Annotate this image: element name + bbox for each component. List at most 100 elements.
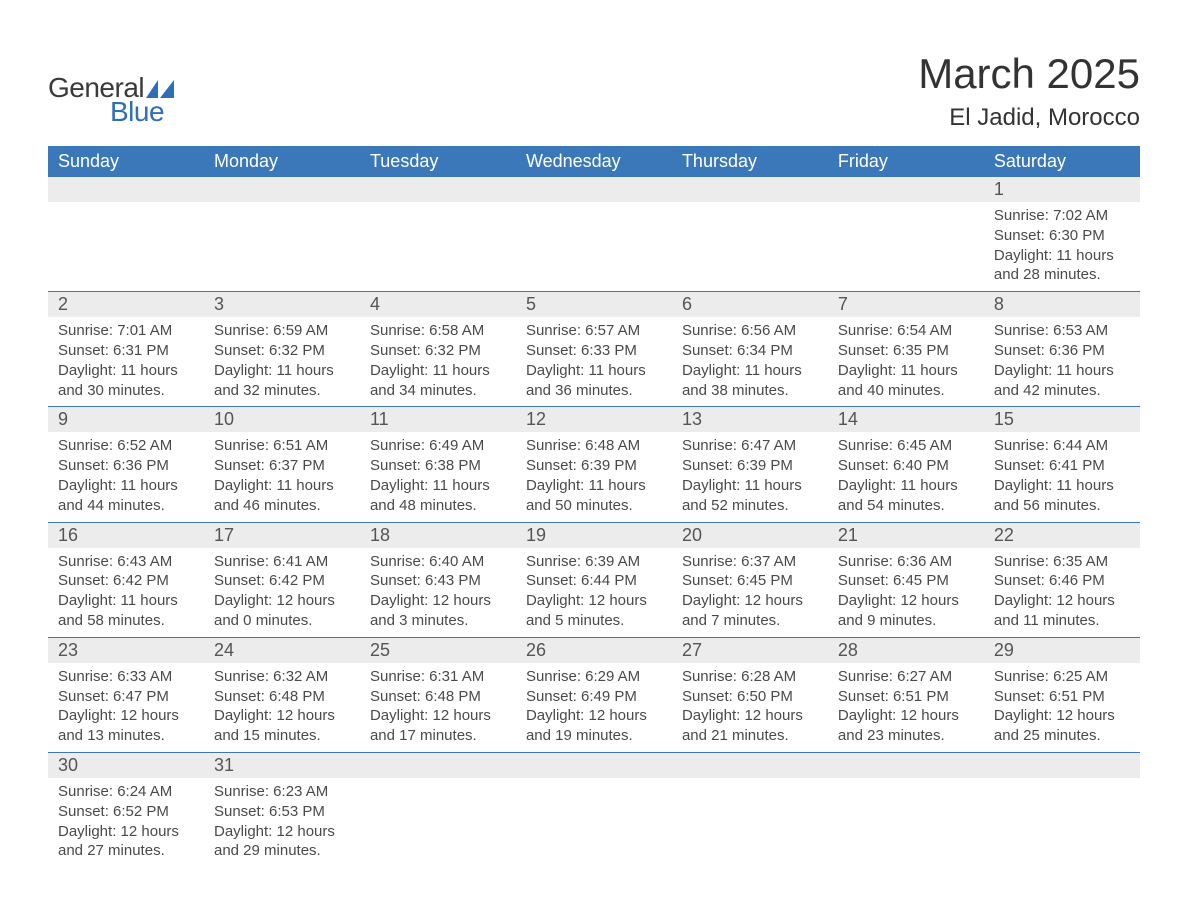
logo: General Blue <box>48 72 174 128</box>
calendar-cell: 10Sunrise: 6:51 AMSunset: 6:37 PMDayligh… <box>204 407 360 522</box>
calendar-cell: 21Sunrise: 6:36 AMSunset: 6:45 PMDayligh… <box>828 522 984 637</box>
day-number: 20 <box>672 523 828 548</box>
day-details: Sunrise: 6:25 AMSunset: 6:51 PMDaylight:… <box>984 663 1140 752</box>
daylight-text: Daylight: 12 hours and 19 minutes. <box>526 706 662 746</box>
sunrise-text: Sunrise: 6:58 AM <box>370 321 506 341</box>
calendar-cell: 23Sunrise: 6:33 AMSunset: 6:47 PMDayligh… <box>48 637 204 752</box>
day-details: Sunrise: 7:01 AMSunset: 6:31 PMDaylight:… <box>48 317 204 406</box>
day-details: Sunrise: 6:39 AMSunset: 6:44 PMDaylight:… <box>516 548 672 637</box>
day-number: 9 <box>48 407 204 432</box>
day-number: 22 <box>984 523 1140 548</box>
sunset-text: Sunset: 6:51 PM <box>994 687 1130 707</box>
sunrise-text: Sunrise: 6:40 AM <box>370 552 506 572</box>
sunset-text: Sunset: 6:41 PM <box>994 456 1130 476</box>
day-details: Sunrise: 6:27 AMSunset: 6:51 PMDaylight:… <box>828 663 984 752</box>
day-details: Sunrise: 6:29 AMSunset: 6:49 PMDaylight:… <box>516 663 672 752</box>
day-number: 12 <box>516 407 672 432</box>
sunrise-text: Sunrise: 7:01 AM <box>58 321 194 341</box>
daylight-text: Daylight: 12 hours and 15 minutes. <box>214 706 350 746</box>
daylight-text: Daylight: 12 hours and 9 minutes. <box>838 591 974 631</box>
calendar-cell: 17Sunrise: 6:41 AMSunset: 6:42 PMDayligh… <box>204 522 360 637</box>
sunset-text: Sunset: 6:51 PM <box>838 687 974 707</box>
day-number <box>360 753 516 778</box>
calendar-cell: 8Sunrise: 6:53 AMSunset: 6:36 PMDaylight… <box>984 292 1140 407</box>
calendar-table: Sunday Monday Tuesday Wednesday Thursday… <box>48 146 1140 867</box>
sunset-text: Sunset: 6:53 PM <box>214 802 350 822</box>
weekday-header: Saturday <box>984 146 1140 177</box>
sunrise-text: Sunrise: 6:56 AM <box>682 321 818 341</box>
day-number: 28 <box>828 638 984 663</box>
daylight-text: Daylight: 11 hours and 58 minutes. <box>58 591 194 631</box>
day-details: Sunrise: 6:48 AMSunset: 6:39 PMDaylight:… <box>516 432 672 521</box>
sunset-text: Sunset: 6:45 PM <box>682 571 818 591</box>
calendar-week-row: 2Sunrise: 7:01 AMSunset: 6:31 PMDaylight… <box>48 292 1140 407</box>
day-number: 26 <box>516 638 672 663</box>
day-number: 2 <box>48 292 204 317</box>
day-details: Sunrise: 6:24 AMSunset: 6:52 PMDaylight:… <box>48 778 204 867</box>
day-details: Sunrise: 6:56 AMSunset: 6:34 PMDaylight:… <box>672 317 828 406</box>
sunrise-text: Sunrise: 6:59 AM <box>214 321 350 341</box>
sunset-text: Sunset: 6:42 PM <box>58 571 194 591</box>
daylight-text: Daylight: 11 hours and 38 minutes. <box>682 361 818 401</box>
day-number: 30 <box>48 753 204 778</box>
calendar-cell: 7Sunrise: 6:54 AMSunset: 6:35 PMDaylight… <box>828 292 984 407</box>
day-details: Sunrise: 6:49 AMSunset: 6:38 PMDaylight:… <box>360 432 516 521</box>
daylight-text: Daylight: 12 hours and 3 minutes. <box>370 591 506 631</box>
sunrise-text: Sunrise: 6:49 AM <box>370 436 506 456</box>
day-number: 6 <box>672 292 828 317</box>
calendar-cell: 22Sunrise: 6:35 AMSunset: 6:46 PMDayligh… <box>984 522 1140 637</box>
day-details: Sunrise: 6:36 AMSunset: 6:45 PMDaylight:… <box>828 548 984 637</box>
daylight-text: Daylight: 12 hours and 21 minutes. <box>682 706 818 746</box>
day-details: Sunrise: 6:57 AMSunset: 6:33 PMDaylight:… <box>516 317 672 406</box>
sunset-text: Sunset: 6:34 PM <box>682 341 818 361</box>
weekday-header: Friday <box>828 146 984 177</box>
calendar-cell: 16Sunrise: 6:43 AMSunset: 6:42 PMDayligh… <box>48 522 204 637</box>
daylight-text: Daylight: 11 hours and 40 minutes. <box>838 361 974 401</box>
day-number: 10 <box>204 407 360 432</box>
sunset-text: Sunset: 6:33 PM <box>526 341 662 361</box>
day-number <box>48 177 204 202</box>
sunrise-text: Sunrise: 6:39 AM <box>526 552 662 572</box>
weekday-header: Tuesday <box>360 146 516 177</box>
day-details: Sunrise: 6:31 AMSunset: 6:48 PMDaylight:… <box>360 663 516 752</box>
sunrise-text: Sunrise: 6:25 AM <box>994 667 1130 687</box>
sunrise-text: Sunrise: 6:29 AM <box>526 667 662 687</box>
sunrise-text: Sunrise: 6:27 AM <box>838 667 974 687</box>
day-number: 8 <box>984 292 1140 317</box>
daylight-text: Daylight: 11 hours and 36 minutes. <box>526 361 662 401</box>
calendar-cell: 9Sunrise: 6:52 AMSunset: 6:36 PMDaylight… <box>48 407 204 522</box>
calendar-cell: 14Sunrise: 6:45 AMSunset: 6:40 PMDayligh… <box>828 407 984 522</box>
day-number: 15 <box>984 407 1140 432</box>
weekday-header-row: Sunday Monday Tuesday Wednesday Thursday… <box>48 146 1140 177</box>
sunset-text: Sunset: 6:49 PM <box>526 687 662 707</box>
sunrise-text: Sunrise: 7:02 AM <box>994 206 1130 226</box>
day-number <box>516 177 672 202</box>
sunrise-text: Sunrise: 6:32 AM <box>214 667 350 687</box>
daylight-text: Daylight: 12 hours and 27 minutes. <box>58 822 194 862</box>
day-number <box>828 753 984 778</box>
daylight-text: Daylight: 12 hours and 29 minutes. <box>214 822 350 862</box>
calendar-cell <box>828 177 984 292</box>
header: General Blue March 2025 El Jadid, Morocc… <box>48 40 1140 132</box>
sunset-text: Sunset: 6:45 PM <box>838 571 974 591</box>
sunrise-text: Sunrise: 6:28 AM <box>682 667 818 687</box>
calendar-cell: 12Sunrise: 6:48 AMSunset: 6:39 PMDayligh… <box>516 407 672 522</box>
daylight-text: Daylight: 11 hours and 56 minutes. <box>994 476 1130 516</box>
day-number <box>516 753 672 778</box>
title-block: March 2025 El Jadid, Morocco <box>918 50 1140 132</box>
calendar-cell <box>672 752 828 867</box>
sunrise-text: Sunrise: 6:54 AM <box>838 321 974 341</box>
day-number <box>360 177 516 202</box>
day-number: 25 <box>360 638 516 663</box>
sunset-text: Sunset: 6:48 PM <box>370 687 506 707</box>
calendar-cell: 24Sunrise: 6:32 AMSunset: 6:48 PMDayligh… <box>204 637 360 752</box>
sunrise-text: Sunrise: 6:51 AM <box>214 436 350 456</box>
day-details: Sunrise: 6:52 AMSunset: 6:36 PMDaylight:… <box>48 432 204 521</box>
sunrise-text: Sunrise: 6:36 AM <box>838 552 974 572</box>
day-details: Sunrise: 7:02 AMSunset: 6:30 PMDaylight:… <box>984 202 1140 291</box>
sunrise-text: Sunrise: 6:37 AM <box>682 552 818 572</box>
day-details: Sunrise: 6:59 AMSunset: 6:32 PMDaylight:… <box>204 317 360 406</box>
day-number: 23 <box>48 638 204 663</box>
day-number: 19 <box>516 523 672 548</box>
day-details: Sunrise: 6:54 AMSunset: 6:35 PMDaylight:… <box>828 317 984 406</box>
